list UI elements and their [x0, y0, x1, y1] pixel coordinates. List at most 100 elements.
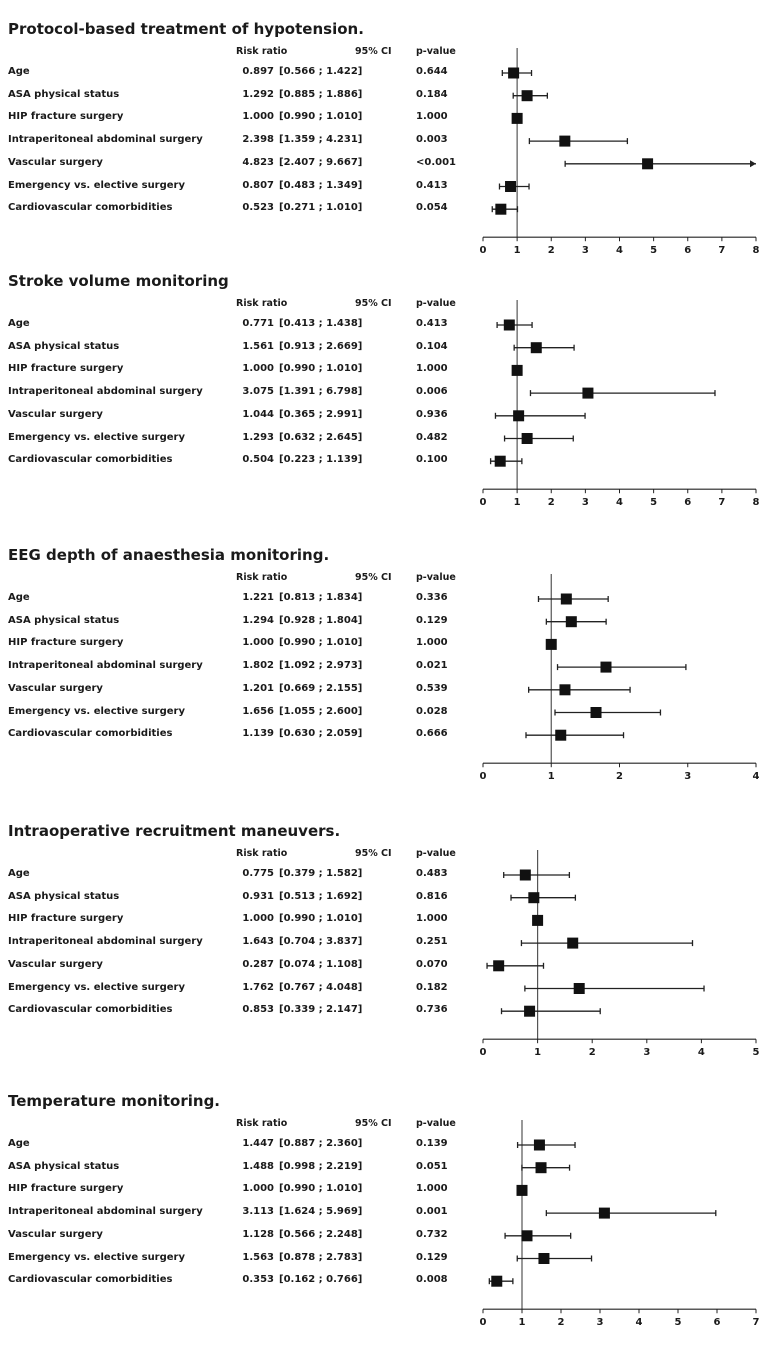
risk-ratio-value: 0.775 [242, 868, 274, 879]
p-value: 0.666 [416, 728, 448, 740]
forest-panel: Intraoperative recruitment maneuvers. Ris… [0, 822, 761, 1072]
point-estimate [494, 455, 506, 467]
x-tick-label: 7 [718, 497, 725, 508]
row-label: Emergency vs. elective surgery [8, 981, 186, 993]
header-p-value: p-value [416, 848, 456, 859]
p-value: 0.051 [416, 1160, 448, 1172]
p-value: 0.482 [416, 431, 448, 443]
p-value: 0.139 [416, 1138, 448, 1149]
row-label: HIP fracture surgery [8, 913, 124, 925]
x-tick-label: 4 [753, 771, 760, 782]
row-label: HIP fracture surgery [8, 111, 124, 123]
p-value: 0.054 [416, 202, 448, 214]
header-risk-ratio: Risk ratio [236, 298, 288, 309]
table-row: Cardiovascular comorbidities 0.504 [0.223 … [0, 454, 470, 476]
x-tick-label: 3 [582, 245, 589, 256]
x-tick-label: 6 [684, 245, 691, 256]
ci-value: [0.990 ; 1.010] [279, 111, 363, 123]
point-estimate [590, 707, 602, 718]
risk-ratio-value: 0.931 [242, 890, 274, 902]
point-estimate [555, 729, 567, 741]
risk-ratio-value: 1.139 [242, 728, 274, 740]
x-tick-label: 0 [480, 771, 487, 782]
x-tick-label: 6 [684, 497, 691, 508]
risk-ratio-value: 1.000 [242, 637, 274, 649]
row-label: Vascular surgery [8, 156, 103, 168]
p-value: <0.001 [416, 156, 457, 168]
table-row: Cardiovascular comorbidities 0.353 [0.162 … [0, 1274, 470, 1296]
row-label: Intraperitoneal abdominal surgery [8, 134, 203, 146]
row-label: Vascular surgery [8, 1228, 103, 1240]
x-tick-label: 7 [718, 245, 725, 256]
table-row: Emergency vs. elective surgery 1.293 [0.63… [0, 432, 470, 454]
p-value: 0.644 [416, 66, 448, 77]
risk-ratio-value: 1.561 [242, 340, 274, 352]
risk-ratio-value: 3.075 [242, 386, 274, 398]
row-label: Emergency vs. elective surgery [8, 705, 186, 717]
p-value: 0.413 [416, 318, 448, 329]
ci-value: [0.669 ; 2.155] [279, 682, 363, 694]
table-row: HIP fracture surgery 1.000 [0.990 ; 1.010]… [0, 1183, 470, 1205]
x-tick-label: 4 [616, 245, 623, 256]
header-p-value: p-value [416, 572, 456, 583]
ci-value: [0.928 ; 1.804] [279, 614, 363, 626]
table-row: ASA physical status 1.488 [0.998 ; 2.219] 0… [0, 1161, 470, 1183]
table-row: HIP fracture surgery 1.000 [0.990 ; 1.010]… [0, 111, 470, 133]
header-ci: 95% CI [355, 848, 392, 859]
x-tick-label: 1 [519, 1317, 526, 1328]
p-value: 1.000 [416, 111, 448, 123]
forest-panel: Stroke volume monitoring Risk ratio 95% CI… [0, 272, 761, 522]
p-value: 1.000 [416, 363, 448, 375]
p-value: 1.000 [416, 913, 448, 925]
x-tick-label: 7 [753, 1317, 760, 1328]
header-ci: 95% CI [355, 298, 392, 309]
risk-ratio-value: 1.643 [242, 936, 274, 948]
ci-value: [0.566 ; 1.422] [279, 66, 363, 77]
p-value: 0.001 [416, 1206, 448, 1218]
point-estimate [545, 638, 557, 650]
table-row: Vascular surgery 1.201 [0.669 ; 2.155] 0.53… [0, 683, 470, 705]
row-label: Age [8, 66, 30, 77]
p-value: 0.816 [416, 890, 448, 902]
point-estimate [533, 1139, 545, 1151]
point-estimate [530, 342, 542, 354]
table-row: Emergency vs. elective surgery 1.762 [0.76… [0, 982, 470, 1004]
x-tick-label: 0 [480, 245, 487, 256]
row-label: ASA physical status [8, 88, 120, 100]
x-tick-label: 1 [514, 245, 521, 256]
p-value: 1.000 [416, 637, 448, 649]
ci-value: [0.483 ; 1.349] [279, 179, 363, 191]
table-row: Age 1.447 [0.887 ; 2.360] 0.139 [0, 1138, 470, 1160]
header-risk-ratio: Risk ratio [236, 572, 288, 583]
p-value: 0.070 [416, 958, 448, 970]
ci-value: [0.767 ; 4.048] [279, 981, 363, 993]
row-label: Cardiovascular comorbidities [8, 202, 173, 214]
p-value: 0.413 [416, 179, 448, 191]
x-tick-label: 6 [714, 1317, 721, 1328]
table-row: Cardiovascular comorbidities 0.853 [0.339 … [0, 1004, 470, 1026]
ci-value: [0.074 ; 1.108] [279, 958, 363, 970]
forest-plot: 0 1 2 3 4 5 6 7 8 [480, 300, 760, 508]
x-tick-label: 2 [616, 771, 623, 782]
point-estimate [521, 1230, 533, 1242]
x-tick-label: 4 [616, 497, 623, 508]
risk-ratio-value: 1.294 [242, 614, 274, 626]
p-value: 0.021 [416, 660, 448, 672]
point-estimate [524, 1005, 536, 1017]
point-estimate [600, 661, 612, 673]
table-row: ASA physical status 0.931 [0.513 ; 1.692] 0… [0, 891, 470, 913]
ci-value: [0.630 ; 2.059] [279, 728, 363, 740]
risk-ratio-value: 1.221 [242, 592, 274, 603]
row-label: ASA physical status [8, 614, 120, 626]
forest-panel: EEG depth of anaesthesia monitoring. Risk… [0, 546, 761, 796]
risk-ratio-value: 1.656 [242, 705, 274, 717]
row-label: HIP fracture surgery [8, 1183, 124, 1195]
p-value: 0.732 [416, 1228, 448, 1240]
ci-arrow [750, 160, 756, 168]
x-tick-label: 2 [548, 245, 555, 256]
point-estimate [503, 319, 515, 331]
x-tick-label: 2 [589, 1047, 596, 1058]
risk-ratio-value: 1.044 [242, 408, 274, 420]
point-estimate [513, 410, 525, 422]
table-row: ASA physical status 1.292 [0.885 ; 1.886] 0… [0, 89, 470, 111]
